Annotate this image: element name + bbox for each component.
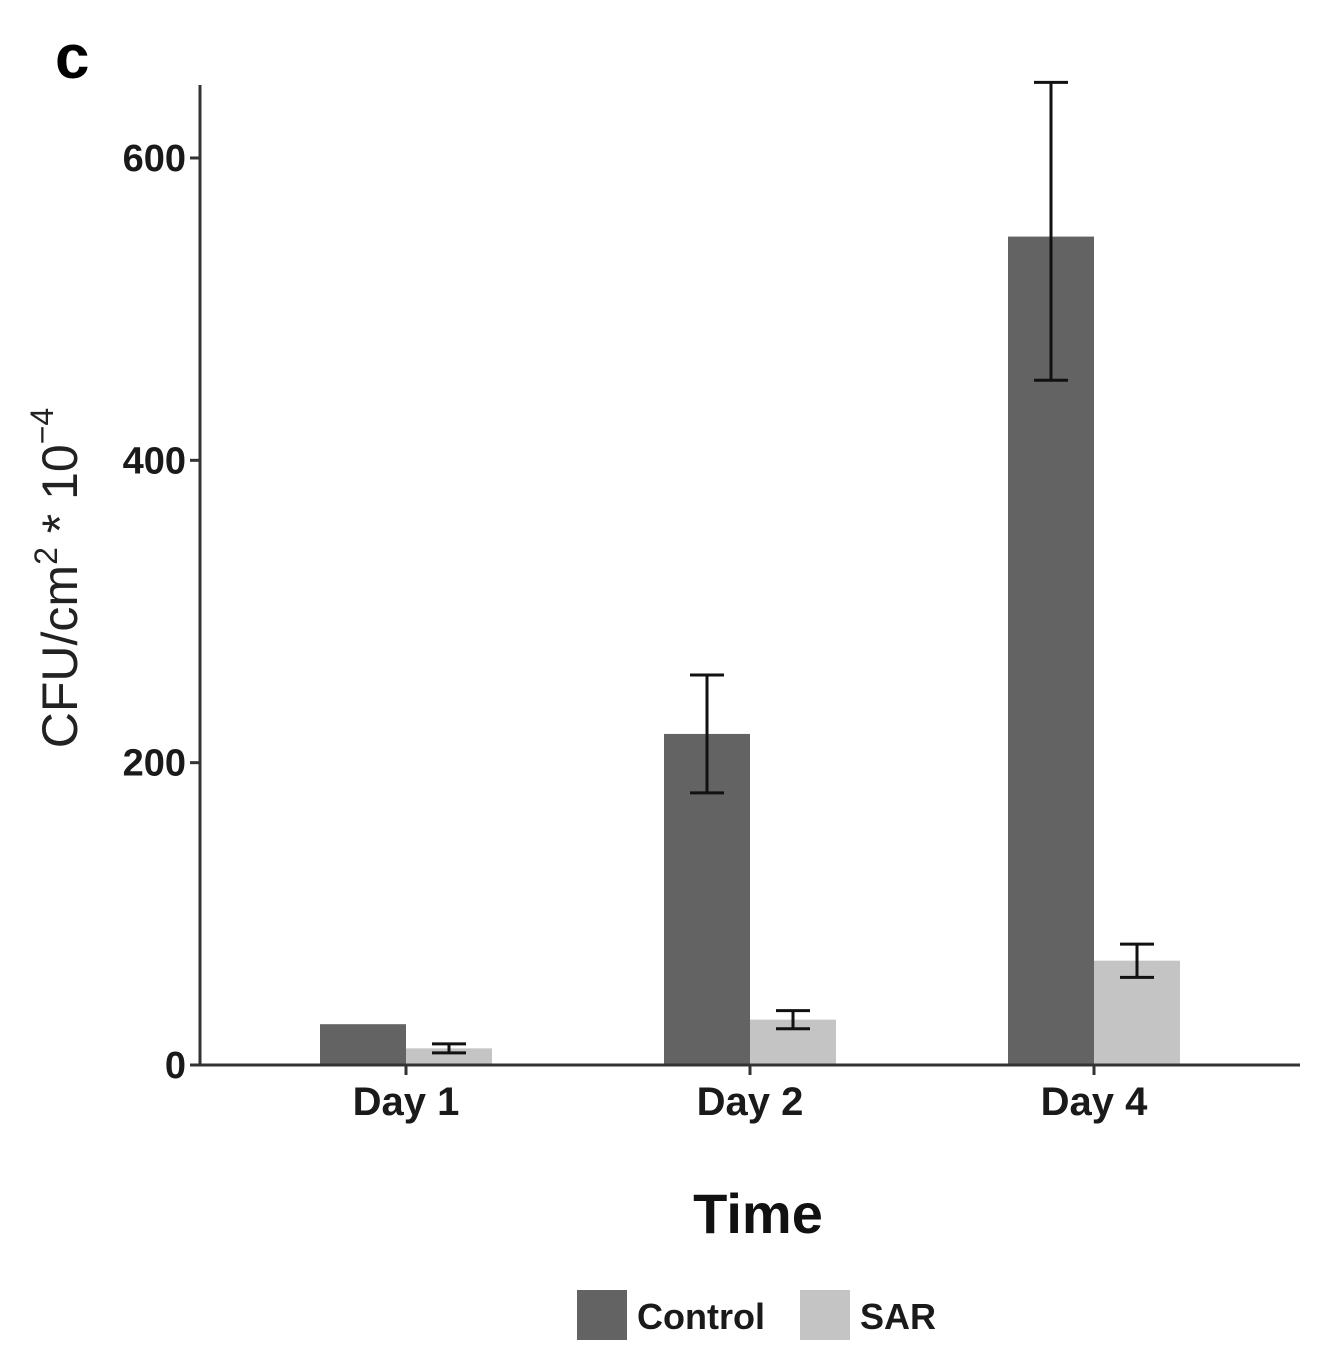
- error-bar-sar-day-2: [776, 1009, 810, 1031]
- x-tick-label: Day 1: [353, 1080, 460, 1124]
- y-axis-title-base: CFU/cm: [32, 565, 88, 748]
- y-axis-title-mid: * 10: [32, 444, 88, 547]
- legend-swatch-sar: [800, 1290, 850, 1340]
- legend-swatch-control: [577, 1290, 627, 1340]
- y-tick-label: 600: [123, 138, 186, 180]
- y-tick-label: 0: [165, 1045, 186, 1087]
- x-axis-title: Time: [693, 1182, 823, 1245]
- legend-label-control: Control: [637, 1296, 765, 1337]
- x-tick-label: Day 2: [697, 1080, 804, 1124]
- error-bar-control-day-2: [690, 673, 724, 795]
- y-axis-title-sup1: 2: [28, 547, 64, 565]
- panel-label: c: [55, 23, 89, 92]
- x-axis-ticks: Day 1 Day 2 Day 4: [353, 1065, 1148, 1124]
- plot-area: [320, 80, 1180, 1066]
- legend: Control SAR: [577, 1290, 936, 1340]
- y-tick-label: 400: [123, 440, 186, 482]
- error-bar-sar-day-1: [432, 1042, 466, 1055]
- y-axis-title: CFU/cm2 * 10−4: [24, 408, 88, 748]
- y-axis-title-sup2: −4: [24, 408, 60, 444]
- y-tick-label: 200: [123, 743, 186, 785]
- y-axis-ticks: 0 200 400 600: [123, 138, 200, 1087]
- bar-sar-day-1: [406, 1048, 492, 1065]
- x-tick-label: Day 4: [1041, 1080, 1148, 1124]
- legend-label-sar: SAR: [860, 1296, 936, 1337]
- error-bar-control-day-4: [1034, 80, 1068, 382]
- error-bar-sar-day-4: [1120, 942, 1154, 979]
- bar-control-day-1: [320, 1024, 406, 1065]
